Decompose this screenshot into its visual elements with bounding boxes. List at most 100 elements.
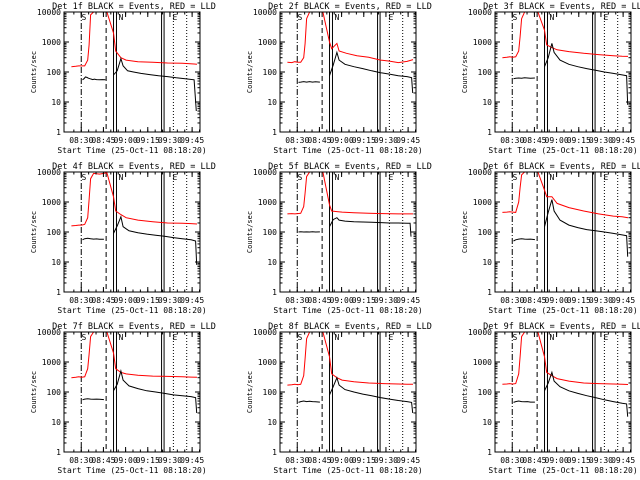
y-tick-label: 10000	[37, 8, 61, 17]
y-tick-label: 10000	[468, 168, 492, 177]
x-tick-label: 08:45	[522, 296, 546, 305]
x-axis-label: Start Time (25-Oct-11 08:18:20)	[57, 466, 206, 475]
y-tick-label: 10000	[253, 8, 277, 17]
y-tick-label: 100	[47, 388, 62, 397]
lld-series	[287, 11, 414, 64]
lld-series	[502, 11, 629, 59]
marker-label: E	[388, 333, 393, 342]
marker-label: N	[118, 13, 123, 22]
x-tick-label: 08:30	[500, 456, 524, 465]
panel-title: Det 2f BLACK = Events, RED = LLD	[268, 2, 432, 12]
lld-series	[71, 11, 198, 68]
plot-frame	[279, 11, 417, 133]
x-tick-label: 09:00	[330, 296, 354, 305]
panel-title: Det 6f BLACK = Events, RED = LLD	[483, 162, 640, 172]
y-tick-label: 1000	[473, 38, 492, 47]
lld-series	[71, 331, 198, 379]
x-tick-label: 08:45	[522, 456, 546, 465]
marker-label: E	[603, 173, 608, 182]
plot-frame	[494, 171, 632, 293]
marker-label: S	[298, 333, 303, 342]
lld-series	[71, 172, 198, 227]
panel-title: Det 9f BLACK = Events, RED = LLD	[483, 322, 640, 332]
y-tick-label: 1	[56, 288, 61, 297]
x-tick-label: 09:15	[352, 136, 376, 145]
marker-label: S	[513, 13, 518, 22]
events-series	[298, 217, 412, 237]
x-tick-label: 09:00	[545, 136, 569, 145]
y-axis-label: Counts/sec	[461, 371, 469, 413]
x-tick-label: 09:30	[589, 136, 613, 145]
lld-series	[502, 331, 629, 385]
plot-frame	[494, 331, 632, 453]
y-tick-label: 1000	[258, 198, 277, 207]
y-tick-label: 10	[267, 418, 277, 427]
x-tick-label: 09:15	[136, 456, 160, 465]
y-tick-label: 1	[487, 128, 492, 137]
marker-label: S	[298, 173, 303, 182]
marker-label: E	[172, 333, 177, 342]
plot-frame	[494, 11, 632, 133]
y-tick-label: 10	[267, 98, 277, 107]
x-tick-label: 09:30	[374, 456, 398, 465]
marker-label: E	[172, 173, 177, 182]
marker-label: N	[334, 173, 339, 182]
marker-label: N	[549, 173, 554, 182]
x-axis-label: Start Time (25-Oct-11 08:18:20)	[57, 306, 206, 315]
events-series	[82, 369, 198, 414]
y-tick-label: 10	[482, 98, 492, 107]
events-series	[513, 199, 629, 257]
x-axis-label: Start Time (25-Oct-11 08:18:20)	[273, 306, 422, 315]
y-tick-label: 1	[272, 288, 277, 297]
x-tick-label: 08:30	[69, 456, 93, 465]
y-tick-label: 10	[51, 418, 61, 427]
y-tick-label: 10	[482, 418, 492, 427]
marker-label: N	[549, 333, 554, 342]
marker-label: S	[513, 333, 518, 342]
x-tick-label: 09:45	[180, 136, 204, 145]
x-tick-label: 08:45	[91, 296, 115, 305]
x-axis-label: Start Time (25-Oct-11 08:18:20)	[57, 146, 206, 155]
x-tick-label: 09:45	[396, 296, 420, 305]
panel-title: Det 5f BLACK = Events, RED = LLD	[268, 162, 432, 172]
x-tick-label: 08:30	[500, 296, 524, 305]
panel-title: Det 7f BLACK = Events, RED = LLD	[52, 322, 216, 332]
marker-label: E	[388, 13, 393, 22]
y-axis-label: Counts/sec	[246, 211, 254, 253]
panel-title: Det 8f BLACK = Events, RED = LLD	[268, 322, 432, 332]
y-axis-label: Counts/sec	[461, 211, 469, 253]
x-tick-label: 09:45	[180, 296, 204, 305]
y-tick-label: 10000	[37, 168, 61, 177]
events-series	[298, 376, 414, 414]
x-tick-label: 08:45	[307, 296, 331, 305]
y-tick-label: 100	[263, 388, 278, 397]
x-tick-label: 09:15	[352, 296, 376, 305]
y-tick-label: 1000	[258, 358, 277, 367]
y-tick-label: 1000	[42, 358, 61, 367]
y-axis-label: Counts/sec	[30, 211, 38, 253]
x-tick-label: 09:30	[374, 136, 398, 145]
y-tick-label: 10	[51, 258, 61, 267]
x-tick-label: 09:45	[611, 296, 635, 305]
marker-label: S	[513, 173, 518, 182]
x-tick-label: 08:45	[91, 456, 115, 465]
events-series	[513, 43, 629, 105]
x-tick-label: 09:30	[158, 136, 182, 145]
x-tick-label: 09:15	[567, 296, 591, 305]
marker-label: N	[334, 333, 339, 342]
y-tick-label: 1	[487, 448, 492, 457]
x-tick-label: 09:00	[114, 136, 138, 145]
x-tick-label: 09:00	[114, 456, 138, 465]
y-tick-label: 1000	[42, 198, 61, 207]
x-tick-label: 09:00	[545, 296, 569, 305]
x-tick-label: 09:15	[567, 456, 591, 465]
y-tick-label: 1000	[473, 198, 492, 207]
plot-frame	[63, 331, 201, 453]
x-axis-label: Start Time (25-Oct-11 08:18:20)	[488, 306, 637, 315]
y-tick-label: 1	[272, 448, 277, 457]
y-tick-label: 100	[263, 68, 278, 77]
